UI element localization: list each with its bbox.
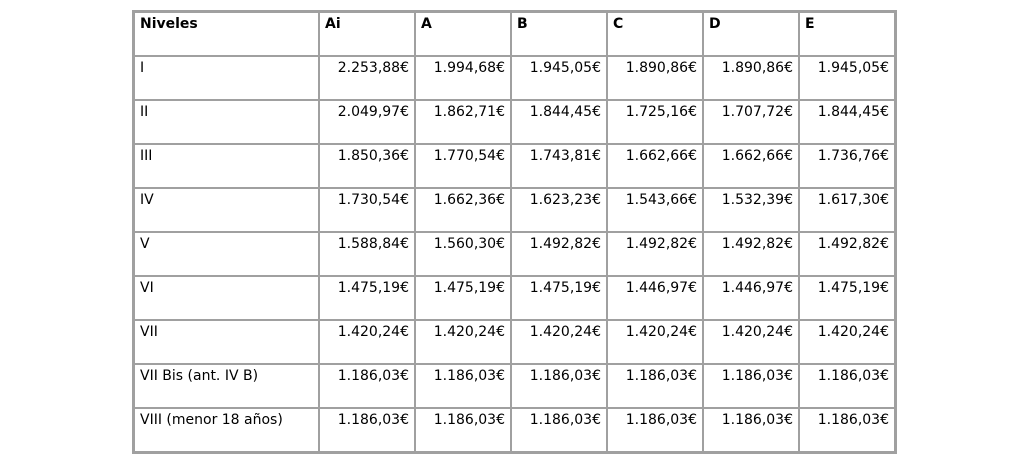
row-label: V <box>135 233 318 275</box>
salary-cell: 1.770,54€ <box>416 145 510 187</box>
salary-cell: 1.186,03€ <box>416 409 510 451</box>
salary-cell: 1.743,81€ <box>512 145 606 187</box>
salary-cell: 1.475,19€ <box>320 277 414 319</box>
column-header-niveles: Niveles <box>135 13 318 55</box>
salary-cell: 1.945,05€ <box>512 57 606 99</box>
salary-cell: 1.623,23€ <box>512 189 606 231</box>
salary-cell: 1.186,03€ <box>416 365 510 407</box>
table-row: VI 1.475,19€ 1.475,19€ 1.475,19€ 1.446,97€ 1.… <box>135 277 894 319</box>
salary-cell: 1.492,82€ <box>512 233 606 275</box>
salary-cell: 1.186,03€ <box>800 365 894 407</box>
salary-cell: 1.186,03€ <box>608 409 702 451</box>
salary-cell: 1.186,03€ <box>320 365 414 407</box>
salary-cell: 1.420,24€ <box>704 321 798 363</box>
row-label: IV <box>135 189 318 231</box>
salary-cell: 2.049,97€ <box>320 101 414 143</box>
salary-cell: 1.890,86€ <box>704 57 798 99</box>
salary-cell: 1.560,30€ <box>416 233 510 275</box>
salary-cell: 1.475,19€ <box>800 277 894 319</box>
table-header-row: Niveles Ai A B C D E <box>135 13 894 55</box>
salary-cell: 1.186,03€ <box>320 409 414 451</box>
table-row: IV 1.730,54€ 1.662,36€ 1.623,23€ 1.543,66€ 1.… <box>135 189 894 231</box>
salary-cell: 1.617,30€ <box>800 189 894 231</box>
salary-cell: 1.186,03€ <box>512 365 606 407</box>
salary-cell: 1.945,05€ <box>800 57 894 99</box>
salary-cell: 2.253,88€ <box>320 57 414 99</box>
salary-cell: 1.420,24€ <box>320 321 414 363</box>
salary-cell: 1.492,82€ <box>800 233 894 275</box>
salary-cell: 1.186,03€ <box>800 409 894 451</box>
table-row: VII 1.420,24€ 1.420,24€ 1.420,24€ 1.420,24€ 1… <box>135 321 894 363</box>
table-row: V 1.588,84€ 1.560,30€ 1.492,82€ 1.492,82€ 1.4… <box>135 233 894 275</box>
column-header-ai: Ai <box>320 13 414 55</box>
salary-cell: 1.186,03€ <box>608 365 702 407</box>
table-row: I 2.253,88€ 1.994,68€ 1.945,05€ 1.890,86€ 1.8… <box>135 57 894 99</box>
salary-cell: 1.420,24€ <box>512 321 606 363</box>
row-label: I <box>135 57 318 99</box>
row-label: VI <box>135 277 318 319</box>
table-row: VII Bis (ant. IV B) 1.186,03€ 1.186,03€ 1.1… <box>135 365 894 407</box>
row-label: VII Bis (ant. IV B) <box>135 365 318 407</box>
salary-levels-table: Niveles Ai A B C D E I 2.253,88€ 1.994,68€ 1.945,… <box>132 10 897 454</box>
salary-cell: 1.186,03€ <box>704 409 798 451</box>
salary-cell: 1.850,36€ <box>320 145 414 187</box>
table-row: III 1.850,36€ 1.770,54€ 1.743,81€ 1.662,66€ 1… <box>135 145 894 187</box>
salary-cell: 1.532,39€ <box>704 189 798 231</box>
salary-cell: 1.475,19€ <box>512 277 606 319</box>
column-header-d: D <box>704 13 798 55</box>
table-body: I 2.253,88€ 1.994,68€ 1.945,05€ 1.890,86€ 1.8… <box>135 57 894 451</box>
salary-cell: 1.186,03€ <box>704 365 798 407</box>
column-header-b: B <box>512 13 606 55</box>
column-header-a: A <box>416 13 510 55</box>
salary-cell: 1.662,66€ <box>704 145 798 187</box>
salary-cell: 1.492,82€ <box>704 233 798 275</box>
salary-cell: 1.186,03€ <box>512 409 606 451</box>
salary-cell: 1.707,72€ <box>704 101 798 143</box>
salary-cell: 1.420,24€ <box>608 321 702 363</box>
salary-cell: 1.588,84€ <box>320 233 414 275</box>
salary-cell: 1.662,66€ <box>608 145 702 187</box>
salary-cell: 1.844,45€ <box>800 101 894 143</box>
salary-cell: 1.446,97€ <box>704 277 798 319</box>
table-row: VIII (menor 18 años) 1.186,03€ 1.186,03€ 1.… <box>135 409 894 451</box>
salary-cell: 1.492,82€ <box>608 233 702 275</box>
column-header-e: E <box>800 13 894 55</box>
salary-cell: 1.475,19€ <box>416 277 510 319</box>
page: Niveles Ai A B C D E I 2.253,88€ 1.994,68€ 1.945,… <box>132 10 897 454</box>
salary-cell: 1.420,24€ <box>800 321 894 363</box>
salary-cell: 1.420,24€ <box>416 321 510 363</box>
salary-cell: 1.662,36€ <box>416 189 510 231</box>
salary-cell: 1.725,16€ <box>608 101 702 143</box>
salary-cell: 1.736,76€ <box>800 145 894 187</box>
salary-cell: 1.994,68€ <box>416 57 510 99</box>
row-label: III <box>135 145 318 187</box>
salary-cell: 1.862,71€ <box>416 101 510 143</box>
row-label: II <box>135 101 318 143</box>
salary-cell: 1.890,86€ <box>608 57 702 99</box>
row-label: VIII (menor 18 años) <box>135 409 318 451</box>
column-header-c: C <box>608 13 702 55</box>
salary-cell: 1.844,45€ <box>512 101 606 143</box>
salary-cell: 1.446,97€ <box>608 277 702 319</box>
table-row: II 2.049,97€ 1.862,71€ 1.844,45€ 1.725,16€ 1.… <box>135 101 894 143</box>
salary-cell: 1.730,54€ <box>320 189 414 231</box>
salary-cell: 1.543,66€ <box>608 189 702 231</box>
row-label: VII <box>135 321 318 363</box>
